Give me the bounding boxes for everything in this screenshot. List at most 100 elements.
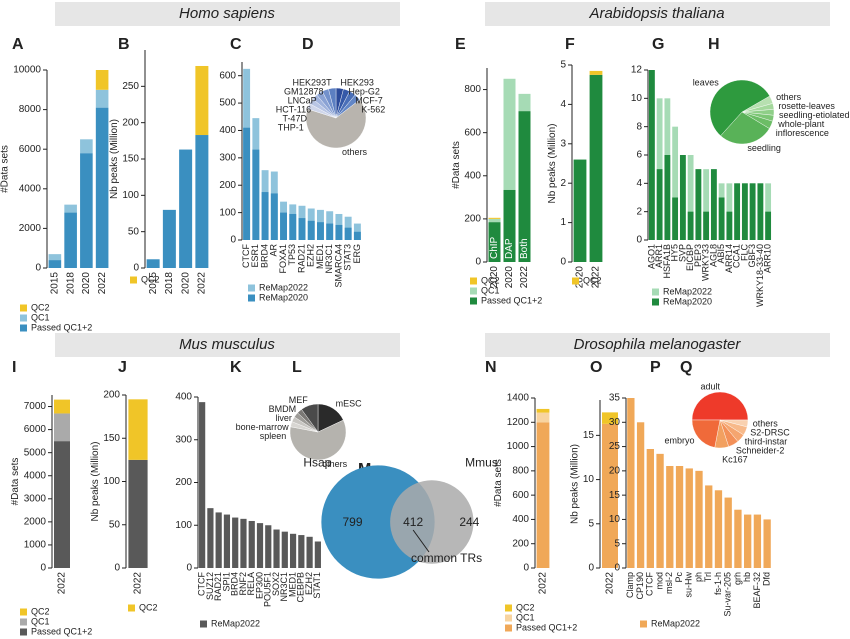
bar	[298, 218, 306, 240]
pie-slice	[691, 391, 749, 421]
bar	[281, 531, 288, 568]
legend-swatch	[572, 277, 579, 285]
venn-pointer	[412, 529, 430, 553]
y-tick-label: 100	[122, 190, 139, 201]
pie-label: leaves	[693, 78, 720, 88]
bar	[54, 441, 70, 568]
bar	[326, 223, 334, 240]
x-tick-label: 2015	[50, 272, 61, 295]
y-tick-label: 400	[175, 392, 192, 403]
x-tick-label: MED1	[287, 572, 297, 597]
x-tick-label: RNF2	[238, 572, 248, 596]
x-tick-label: Dfd	[762, 572, 772, 586]
bar	[307, 220, 315, 240]
y-tick-label: 400	[464, 170, 481, 181]
pie-slice	[289, 419, 347, 461]
x-tick-label: 2018	[65, 272, 76, 295]
y-tick-label: 100	[175, 520, 192, 531]
x-tick-label: su-Hw	[684, 572, 694, 598]
bar	[589, 70, 603, 75]
y-tick-label: 200	[122, 117, 139, 128]
legend-swatch	[20, 314, 27, 322]
x-tick-label: ARR10	[763, 244, 773, 273]
section-band	[55, 333, 400, 357]
bar	[243, 127, 251, 240]
y-axis-label: Nb peaks (Million)	[569, 444, 580, 524]
y-tick-label: 6000	[19, 144, 42, 155]
y-tick-label: 0	[523, 563, 529, 574]
pie-label: bone-marrow	[236, 422, 290, 432]
x-tick-label: BEAF-32	[752, 572, 762, 609]
pie-label: Hep-G2	[348, 87, 380, 97]
x-tick-label: RELA	[246, 572, 256, 596]
legend-swatch	[130, 276, 137, 284]
panel-letter: K	[230, 359, 242, 376]
legend-label: QC2	[141, 274, 160, 284]
pie-label: others	[342, 147, 368, 157]
bar	[95, 107, 109, 269]
y-tick-label: 200	[219, 180, 236, 191]
pie-label: HCT-116	[276, 105, 311, 115]
panel-letter: I	[12, 359, 16, 376]
y-tick-label: 4000	[24, 470, 47, 481]
bar	[488, 222, 501, 262]
bar	[536, 422, 550, 568]
bar	[675, 466, 684, 568]
bar	[656, 453, 664, 568]
x-tick-label: fs-1-h	[713, 572, 723, 595]
y-tick-label: 8	[636, 121, 642, 132]
y-tick-label: 400	[512, 514, 529, 525]
legend-swatch	[470, 287, 477, 295]
y-tick-label: 800	[464, 84, 481, 95]
y-tick-label: 400	[219, 125, 236, 136]
x-tick-label: 2022	[57, 572, 68, 595]
x-tick-label: 2022	[97, 272, 108, 295]
x-tick-label: WRKY18-33-40	[755, 244, 765, 307]
section-title: Homo sapiens	[179, 5, 275, 22]
x-tick-label: msl-2	[664, 572, 674, 594]
y-tick-label: 25	[609, 441, 621, 452]
bar	[95, 89, 109, 108]
legend-label: ReMap2020	[663, 296, 712, 306]
bar	[602, 412, 618, 424]
bar	[656, 169, 663, 240]
panel-letter: H	[708, 36, 720, 53]
y-tick-label: 800	[512, 465, 529, 476]
x-tick-label: ph	[693, 572, 703, 582]
x-tick-label: 2022	[605, 572, 616, 595]
y-tick-label: 0	[614, 563, 620, 574]
bar	[602, 423, 618, 568]
bar	[195, 65, 209, 136]
x-tick-label: ARR14	[724, 244, 734, 273]
panel-letter: O	[590, 359, 602, 376]
x-tick-label: FLC	[739, 244, 749, 262]
bar	[54, 413, 70, 442]
venn-count: 799	[342, 515, 362, 529]
bar	[685, 468, 693, 568]
x-tick-label: 2022	[519, 266, 530, 289]
y-tick-label: 600	[219, 70, 236, 81]
x-tick-label: EZH2	[304, 572, 314, 595]
panel-letter: D	[302, 36, 314, 53]
x-tick-label: HSFA1B	[662, 244, 672, 279]
x-tick-label: CCA1	[732, 244, 742, 268]
x-tick-label: 2020	[81, 272, 92, 295]
y-tick-label: 4	[560, 99, 566, 110]
y-tick-label: 150	[122, 154, 139, 165]
legend-label: QC2	[139, 602, 158, 612]
bar	[344, 227, 352, 240]
y-tick-label: 3	[560, 138, 566, 149]
y-tick-label: 4000	[19, 183, 42, 194]
x-tick-label: 2020	[180, 272, 191, 295]
bar	[488, 218, 501, 223]
x-tick-label: NR3C1	[324, 244, 334, 274]
y-tick-label: 0	[588, 563, 594, 574]
y-tick-label: 35	[609, 393, 621, 404]
legend-swatch	[640, 620, 647, 628]
bar	[518, 111, 531, 262]
bar	[726, 211, 733, 240]
x-tick-label: SMARCA4	[333, 244, 343, 288]
bar	[195, 135, 209, 268]
y-tick-label: 600	[464, 127, 481, 138]
